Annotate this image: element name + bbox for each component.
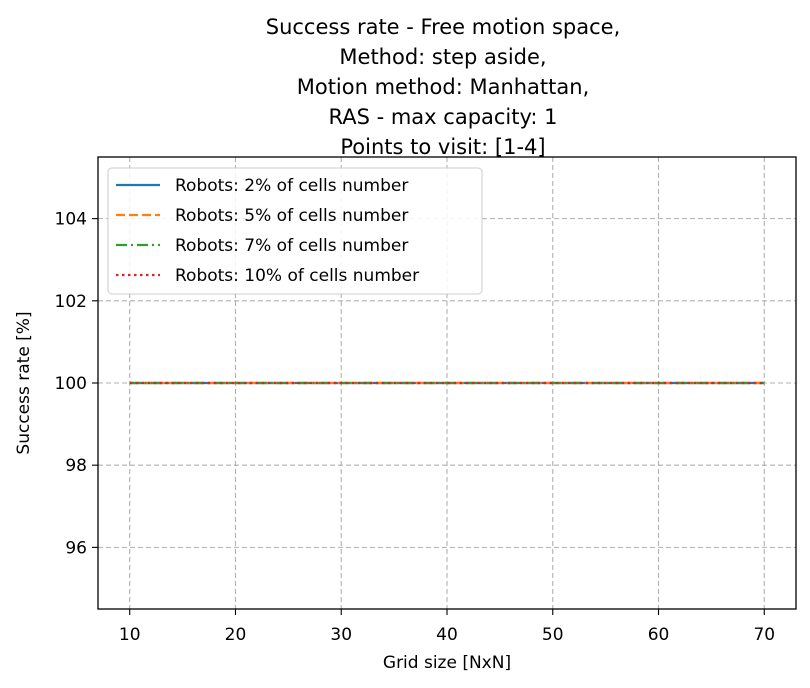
legend: Robots: 2% of cells number Robots: 5% of … [107,167,483,295]
x-tick-label: 70 [753,625,775,645]
legend-label: Robots: 5% of cells number [175,206,408,226]
y-tick-label: 104 [55,210,87,230]
legend-box [107,167,483,295]
x-tick-label: 10 [119,625,141,645]
title-line: RAS - max capacity: 1 [328,105,557,129]
x-axis-label: Grid size [NxN] [383,653,511,673]
y-tick-label: 102 [55,292,87,312]
x-tick-label: 20 [225,625,247,645]
x-tick-label: 60 [648,625,670,645]
legend-label: Robots: 2% of cells number [175,176,408,196]
y-axis-label: Success rate [%] [14,311,34,454]
x-axis-ticks: 10 20 30 40 50 60 70 [119,609,775,645]
x-tick-label: 40 [436,625,458,645]
x-tick-label: 50 [542,625,564,645]
legend-label: Robots: 10% of cells number [175,266,419,286]
title-line: Points to visit: [1-4] [340,135,545,159]
title-line: Motion method: Manhattan, [297,75,590,99]
y-tick-label: 100 [55,374,87,394]
title-line: Success rate - Free motion space, [266,15,621,39]
y-tick-label: 98 [65,456,87,476]
y-tick-label: 96 [65,538,87,558]
legend-label: Robots: 7% of cells number [175,236,408,256]
title-line: Method: step aside, [339,45,546,69]
y-axis-ticks: 96 98 100 102 104 [55,210,98,558]
chart-title: Success rate - Free motion space, Method:… [266,15,621,159]
x-tick-label: 30 [330,625,352,645]
